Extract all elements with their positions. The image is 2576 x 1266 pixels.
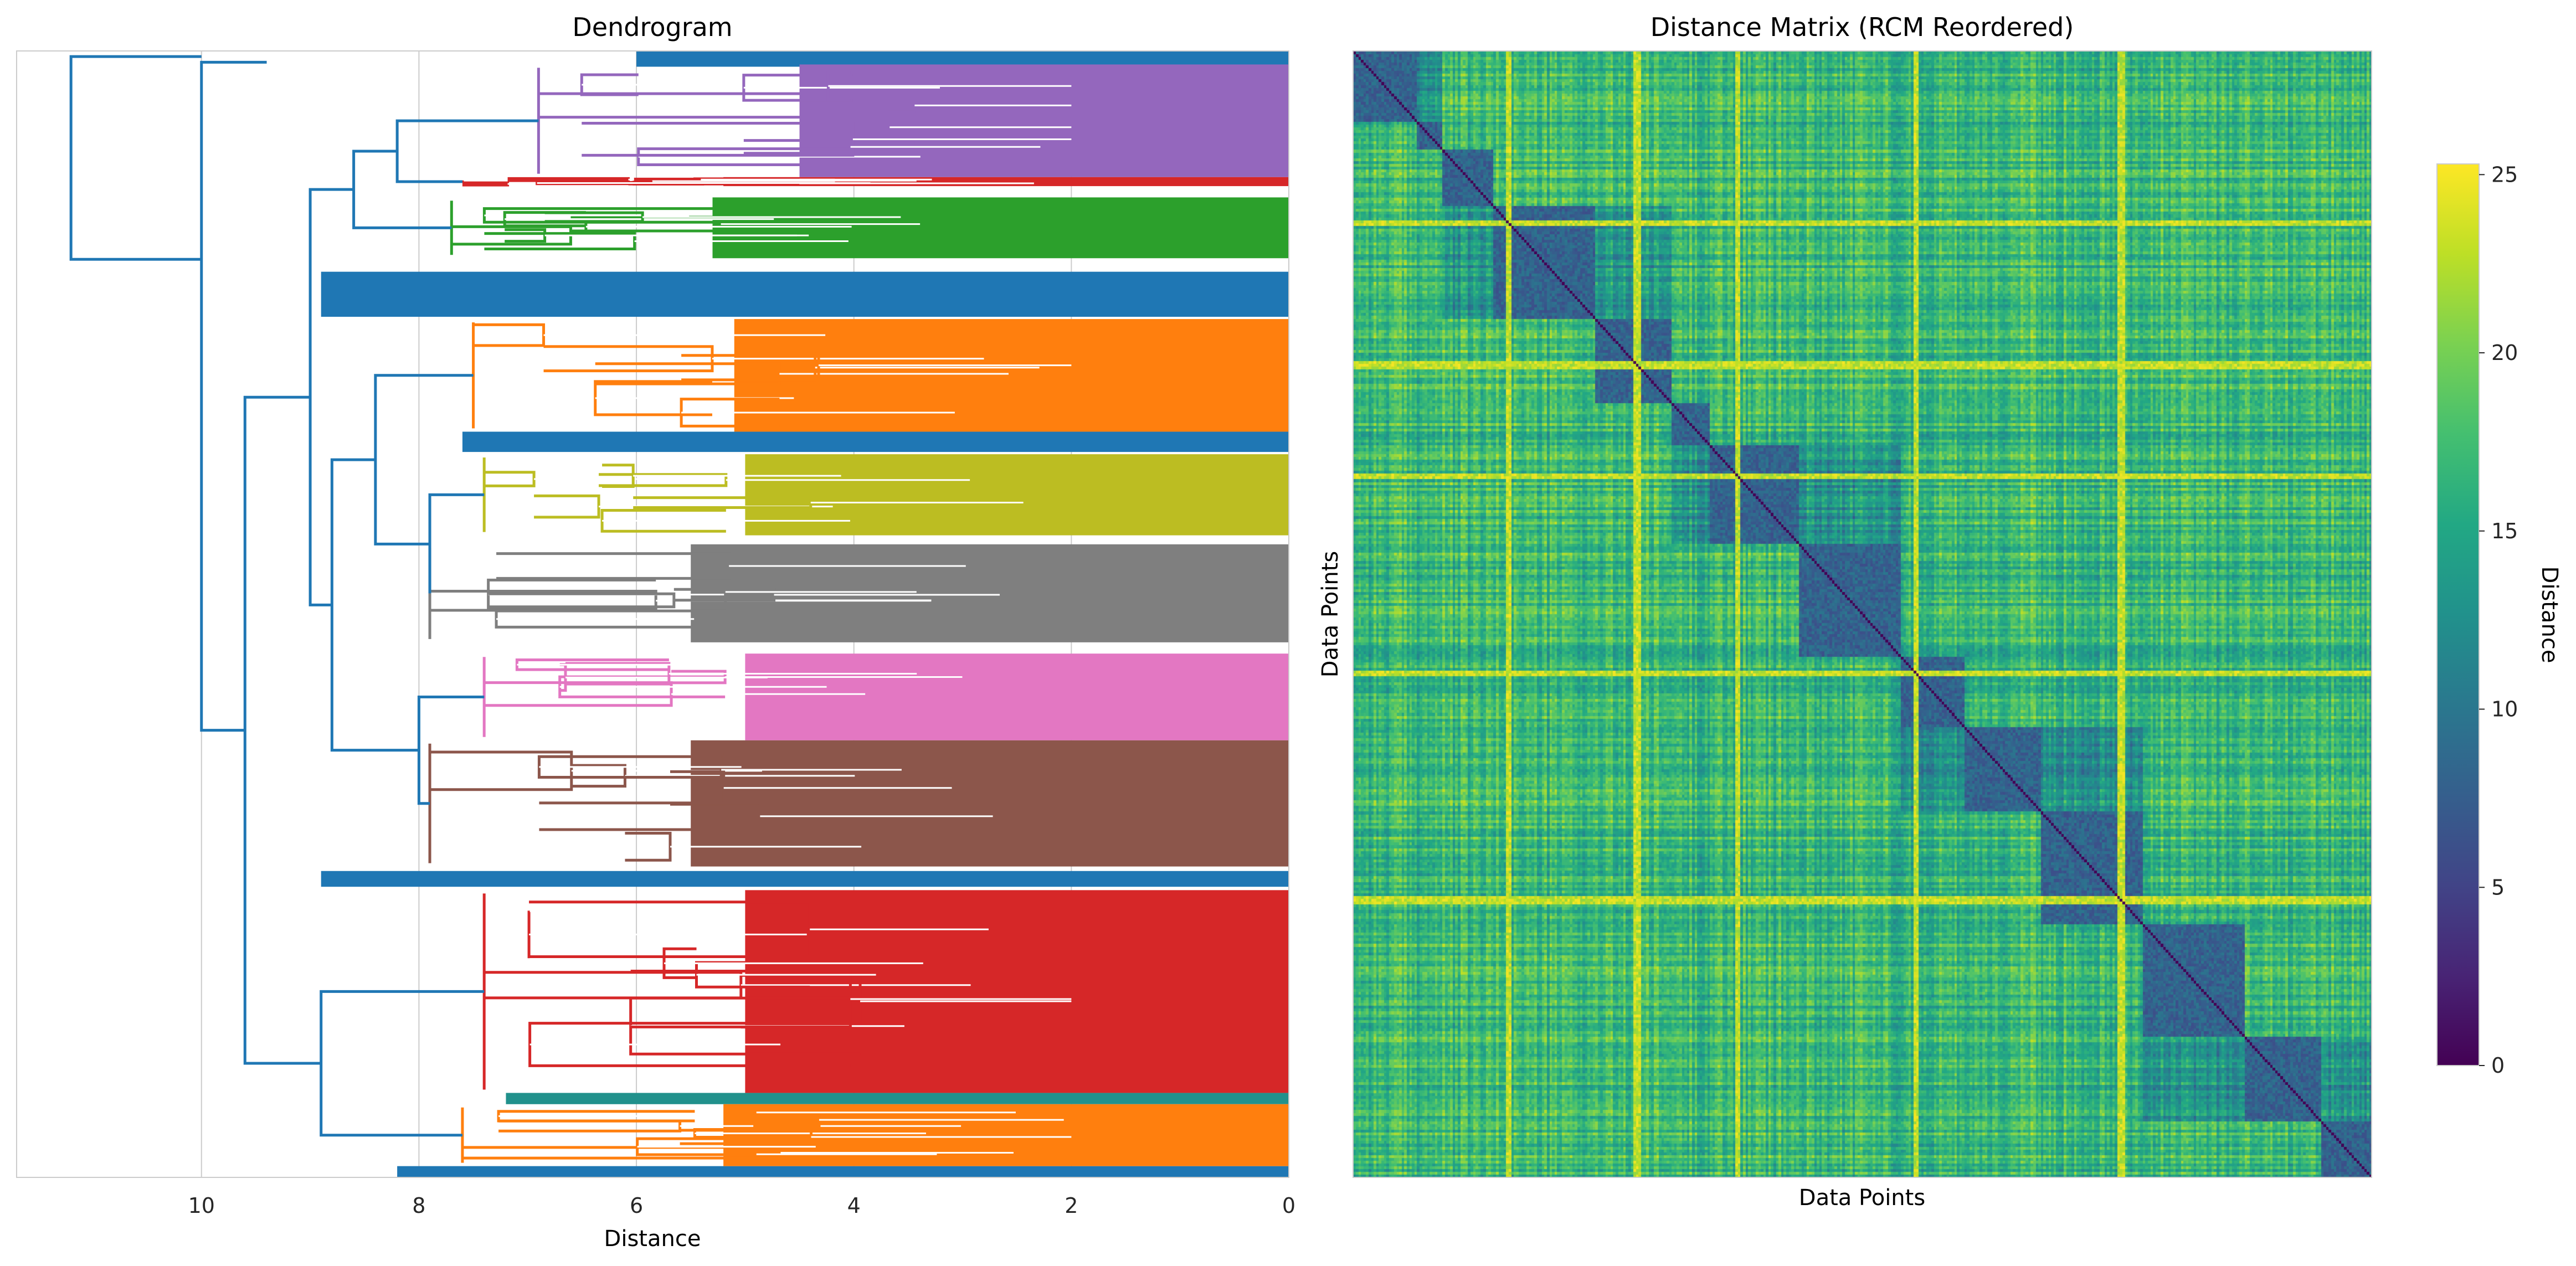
cluster-sublink [515, 658, 669, 671]
cluster-sublink [599, 473, 728, 487]
x-tick-label: 10 [188, 1193, 215, 1218]
leaf-band-teal [506, 1093, 1289, 1104]
leaf-band-mid2 [462, 431, 1289, 452]
colorbar-tick-label: 0 [2491, 1053, 2505, 1078]
hierarchy-link [330, 458, 419, 752]
cluster-sublink [543, 345, 714, 373]
cluster-sublink [826, 70, 851, 101]
leaf-band-mid3 [321, 871, 1289, 887]
heatmap-ylabel: Data Points [1318, 551, 1343, 677]
heatmap-matrix [1353, 51, 2372, 1177]
cluster-sublink [484, 971, 743, 1000]
cluster-sublink [537, 755, 722, 779]
cluster-sublink [528, 1022, 851, 1067]
dendrogram-frame [16, 50, 1289, 1178]
hierarchy-link [374, 374, 474, 545]
x-tick-label: 0 [1282, 1193, 1295, 1218]
leaf-band-mid [321, 271, 1289, 317]
hierarchy-link [320, 990, 485, 1137]
colorbar-ticks: 0 5 10 15 20 25 [2479, 162, 2518, 1078]
cluster-band-4 [745, 454, 1289, 536]
cluster-band-5 [691, 544, 1289, 642]
cluster-sublink [534, 494, 600, 519]
hierarchy-link [352, 150, 452, 229]
cluster-sublink [484, 232, 636, 250]
dendrogram-panel: Dendrogram 10 8 6 4 2 0 Distance [16, 12, 1296, 1252]
colorbar: 0 5 10 15 20 25 Distance [2436, 162, 2562, 1078]
cluster-sublink [755, 1107, 819, 1118]
cluster-sublink [507, 177, 630, 182]
colorbar-tick-label: 15 [2491, 519, 2518, 543]
x-tick-label: 2 [1065, 1193, 1078, 1218]
cluster-sublink [571, 764, 626, 788]
leaf-band-bottom [397, 1166, 1289, 1177]
hierarchy-link [395, 119, 539, 183]
hierarchy-link [69, 55, 202, 261]
heatmap-frame [1353, 50, 2372, 1178]
cluster-sublink [462, 181, 510, 187]
cluster-sublink [594, 380, 712, 416]
colorbar-tick-label: 10 [2491, 697, 2518, 722]
colorbar-tick-label: 5 [2491, 875, 2505, 899]
hierarchy-link [200, 60, 267, 732]
cluster-sublink [630, 970, 852, 1028]
cluster-sublink [662, 947, 697, 979]
hierarchy-link [428, 493, 485, 594]
cluster-sublink [484, 681, 673, 707]
heatmap-title: Distance Matrix (RCM Reordered) [1651, 12, 2074, 42]
colorbar-tick-label: 25 [2491, 162, 2518, 187]
cluster-sublink [743, 139, 852, 155]
heatmap-panel: Distance Matrix (RCM Reordered) Data Poi… [1318, 12, 2372, 1211]
cluster-band-0 [799, 64, 1289, 177]
cluster-sublink [498, 1119, 682, 1133]
cluster-sublink [680, 398, 780, 428]
cluster-sublink [484, 471, 536, 487]
colorbar-gradient [2436, 163, 2480, 1066]
hierarchy-link [417, 696, 485, 805]
dendrogram-title: Dendrogram [572, 12, 732, 42]
cluster-sublink [565, 662, 671, 686]
cluster-sublink [488, 592, 676, 609]
cluster-band-8 [745, 890, 1289, 1093]
heatmap-xlabel: Data Points [1799, 1185, 1925, 1211]
cluster-sublink [496, 552, 731, 580]
dendrogram-links [69, 55, 1072, 1163]
x-tick-label: 8 [412, 1193, 425, 1218]
cluster-sublink [888, 110, 915, 145]
cluster-band-6 [745, 653, 1289, 740]
dendrogram-cluster-bands [321, 51, 1289, 1177]
colorbar-tick-label: 20 [2491, 341, 2518, 365]
hierarchy-link [308, 188, 354, 606]
dendrogram-x-ticks: 10 8 6 4 2 0 [188, 1193, 1296, 1218]
x-tick-label: 4 [847, 1193, 861, 1218]
heatmap-image-holder [1353, 51, 2372, 1177]
dendrogram-xlabel: Distance [604, 1226, 701, 1252]
cluster-sublink [473, 323, 546, 347]
cluster-sublink [625, 832, 672, 862]
leaf-band-top [636, 51, 1289, 67]
cluster-sublink [505, 228, 547, 243]
x-tick-label: 6 [630, 1193, 643, 1218]
cluster-sublink [753, 1112, 821, 1128]
cluster-band-7 [691, 740, 1289, 867]
cluster-band-2 [712, 197, 1289, 259]
colorbar-label: Distance [2537, 567, 2562, 663]
cluster-sublink [636, 1137, 757, 1156]
cluster-sublink [580, 73, 639, 96]
